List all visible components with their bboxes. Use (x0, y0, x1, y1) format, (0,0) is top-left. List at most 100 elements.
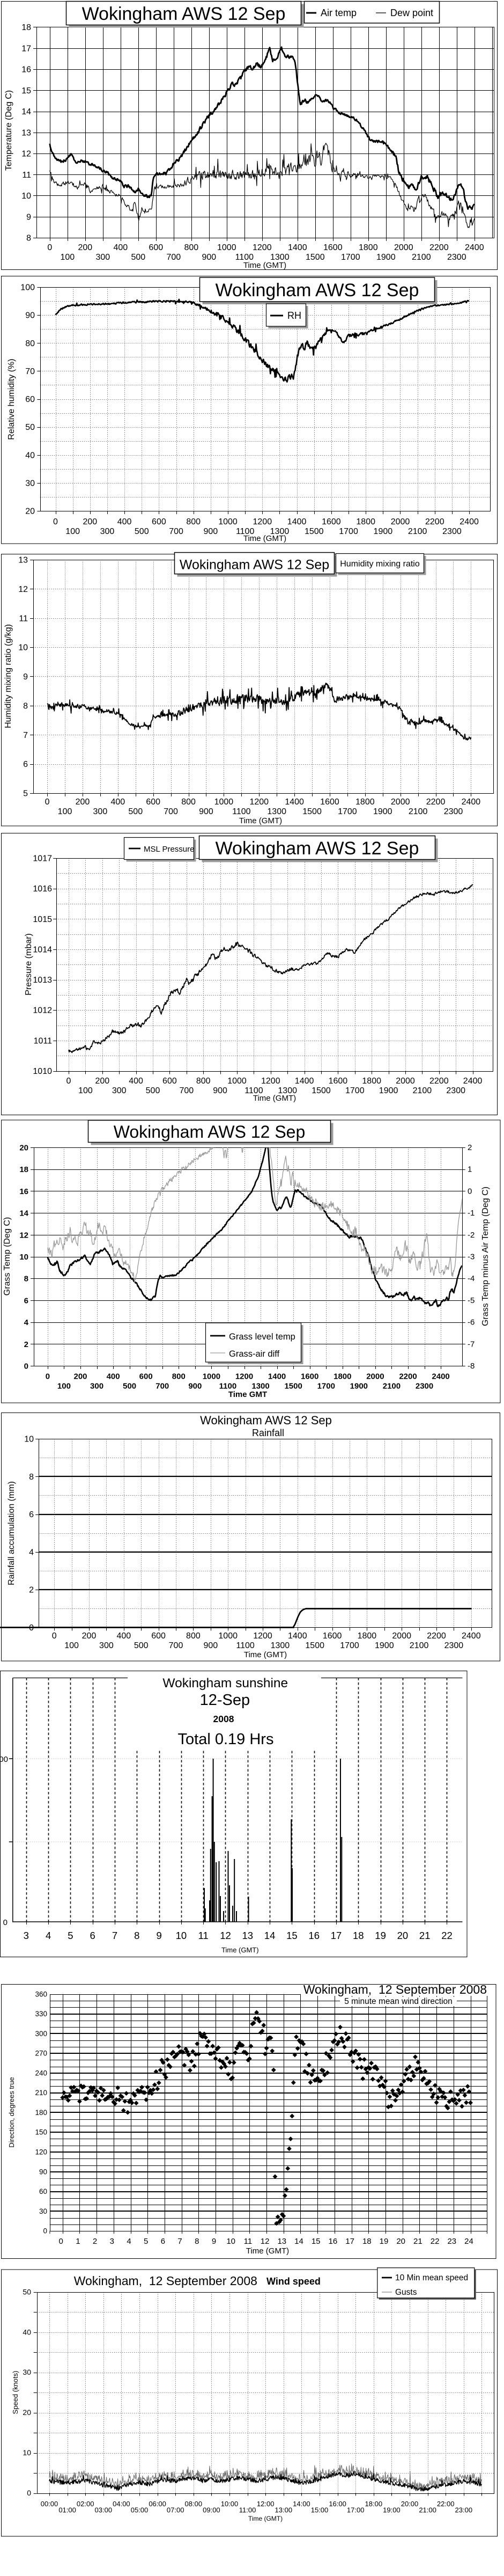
svg-text:60: 60 (39, 2187, 47, 2196)
svg-text:0: 0 (46, 1372, 50, 1381)
svg-text:60: 60 (25, 395, 35, 404)
svg-text:2200: 2200 (427, 1631, 446, 1641)
svg-text:2300: 2300 (446, 1086, 465, 1095)
svg-text:Speed (knots): Speed (knots) (11, 2371, 19, 2414)
svg-text:1200: 1200 (261, 1077, 280, 1086)
svg-text:2: 2 (24, 1340, 28, 1349)
svg-text:1000: 1000 (218, 517, 238, 526)
svg-text:1900: 1900 (373, 807, 392, 816)
svg-text:1900: 1900 (374, 527, 393, 536)
svg-text:1400: 1400 (288, 243, 307, 252)
svg-text:40: 40 (25, 451, 35, 460)
svg-text:1000: 1000 (227, 1077, 247, 1086)
svg-text:4: 4 (29, 1548, 34, 1557)
svg-text:03:00: 03:00 (95, 2506, 113, 2514)
svg-text:2300: 2300 (447, 253, 466, 262)
svg-text:2000: 2000 (392, 1631, 411, 1641)
svg-text:2000: 2000 (396, 1077, 415, 1086)
svg-text:04:00: 04:00 (113, 2500, 130, 2508)
svg-text:200: 200 (73, 1372, 87, 1381)
svg-text:300: 300 (90, 1382, 103, 1391)
svg-text:11: 11 (198, 1930, 209, 1941)
svg-text:2100: 2100 (383, 1382, 401, 1391)
svg-text:00:00: 00:00 (41, 2500, 58, 2508)
svg-text:9: 9 (26, 213, 31, 222)
svg-text:10: 10 (18, 643, 28, 653)
svg-text:12: 12 (261, 2237, 270, 2246)
svg-text:05:00: 05:00 (131, 2506, 149, 2514)
svg-text:15: 15 (21, 86, 31, 96)
svg-text:100: 100 (64, 1641, 79, 1650)
svg-text:10 Min mean speed: 10 Min mean speed (395, 2273, 468, 2282)
svg-text:70: 70 (25, 367, 35, 376)
svg-text:14: 14 (264, 1930, 276, 1941)
svg-text:2200: 2200 (399, 1372, 417, 1381)
svg-text:Grass level temp: Grass level temp (229, 1332, 295, 1342)
svg-text:100: 100 (65, 527, 80, 536)
svg-text:600: 600 (152, 517, 166, 526)
svg-text:210: 210 (35, 2089, 47, 2097)
svg-text:1700: 1700 (339, 527, 358, 536)
svg-text:9: 9 (156, 1930, 161, 1941)
svg-text:1000: 1000 (214, 797, 234, 807)
svg-text:9: 9 (212, 2237, 216, 2246)
svg-text:1600: 1600 (322, 517, 341, 526)
svg-text:Wokingham AWS 12 Sep: Wokingham AWS 12 Sep (114, 1122, 306, 1141)
svg-text:1400: 1400 (287, 517, 307, 526)
svg-text:1013: 1013 (33, 976, 52, 985)
svg-text:1500: 1500 (306, 253, 325, 262)
svg-text:270: 270 (35, 2050, 47, 2058)
svg-text:2400: 2400 (462, 797, 481, 807)
svg-text:1017: 1017 (33, 854, 52, 863)
svg-text:15: 15 (286, 1930, 298, 1941)
svg-text:23: 23 (447, 2237, 456, 2246)
svg-text:2100: 2100 (409, 807, 428, 816)
svg-text:800: 800 (184, 243, 198, 252)
svg-text:13:00: 13:00 (275, 2506, 293, 2514)
svg-text:1300: 1300 (271, 1641, 290, 1650)
svg-text:10:00: 10:00 (221, 2500, 239, 2508)
svg-text:06:00: 06:00 (149, 2500, 166, 2508)
svg-text:2000: 2000 (394, 243, 413, 252)
svg-text:900: 900 (203, 1641, 218, 1650)
svg-text:90: 90 (39, 2168, 47, 2176)
svg-text:1012: 1012 (33, 1006, 52, 1015)
svg-text:20: 20 (397, 1930, 409, 1941)
svg-text:50: 50 (23, 2287, 31, 2296)
svg-text:Wind speed: Wind speed (266, 2276, 321, 2287)
svg-text:2400: 2400 (462, 1631, 481, 1641)
svg-text:14: 14 (294, 2237, 303, 2246)
svg-text:1200: 1200 (235, 1372, 253, 1381)
svg-text:16: 16 (329, 2237, 338, 2246)
svg-text:500: 500 (131, 253, 145, 262)
svg-text:2300: 2300 (416, 1382, 433, 1391)
svg-text:2: 2 (93, 2237, 97, 2246)
svg-text:300: 300 (112, 1086, 127, 1095)
svg-text:13: 13 (277, 2237, 286, 2246)
svg-text:17:00: 17:00 (347, 2506, 365, 2514)
svg-text:Air temp: Air temp (321, 8, 357, 18)
svg-text:Time (GMT): Time (GMT) (243, 261, 286, 270)
svg-text:1200: 1200 (253, 243, 272, 252)
svg-text:1900: 1900 (379, 1086, 398, 1095)
svg-text:1010: 1010 (33, 1067, 52, 1076)
svg-text:10: 10 (24, 1435, 34, 1444)
svg-text:1400: 1400 (288, 1631, 307, 1641)
svg-text:21: 21 (419, 1930, 431, 1941)
svg-text:18: 18 (362, 2237, 372, 2246)
svg-text:17: 17 (21, 44, 31, 53)
svg-text:8: 8 (134, 1930, 139, 1941)
svg-text:15: 15 (312, 2237, 321, 2246)
svg-text:1800: 1800 (355, 797, 375, 807)
svg-text:1700: 1700 (345, 1086, 365, 1095)
svg-text:20: 20 (23, 2408, 31, 2417)
svg-text:30: 30 (25, 479, 35, 488)
svg-text:21:00: 21:00 (419, 2506, 436, 2514)
svg-text:2200: 2200 (429, 1077, 449, 1086)
svg-text:6: 6 (161, 2237, 165, 2246)
svg-text:10: 10 (176, 1930, 187, 1941)
svg-text:7: 7 (112, 1930, 117, 1941)
svg-text:Direction, degrees true: Direction, degrees true (8, 2077, 16, 2148)
svg-text:Time (GMT): Time (GMT) (246, 2246, 289, 2256)
svg-text:12: 12 (220, 1930, 231, 1941)
